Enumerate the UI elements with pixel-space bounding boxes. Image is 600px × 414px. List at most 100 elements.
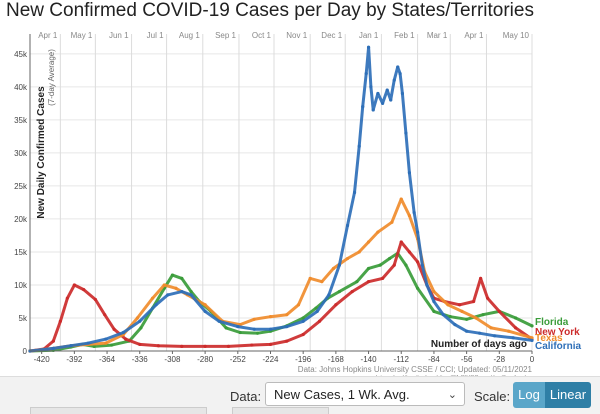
data-point — [460, 309, 464, 313]
chart-series — [28, 45, 534, 353]
data-point — [268, 327, 273, 331]
data-point — [481, 313, 485, 317]
data-point — [150, 296, 155, 300]
line-chart: 0 5k 10k 15k 20k 25k 30k 35k 40k 45k -420 -392 -364 -… — [14, 31, 582, 376]
data-point — [530, 336, 534, 340]
data-point — [65, 296, 69, 300]
data-point — [425, 283, 429, 287]
footer-tab-left[interactable] — [30, 407, 207, 414]
data-point — [124, 337, 128, 341]
series-label: California — [535, 341, 582, 352]
data-label: Data: — [230, 389, 262, 404]
month-label: Feb 1 — [394, 31, 415, 40]
x-tick-label: -56 — [461, 355, 473, 364]
data-point — [110, 343, 114, 347]
y-axis-subtitle: (7-day Average) — [47, 49, 56, 106]
data-point — [285, 324, 289, 329]
month-label: Mar 1 — [427, 31, 448, 40]
data-point — [432, 309, 436, 313]
data-point — [530, 338, 534, 343]
data-point — [398, 72, 402, 76]
footer-tab-right[interactable] — [232, 407, 329, 414]
data-point — [320, 280, 324, 284]
data-select-value: New Cases, 1 Wk. Avg. — [274, 387, 410, 402]
source-note: Data: Johns Hopkins University CSSE / CC… — [298, 365, 533, 374]
data-point — [285, 339, 289, 343]
data-point — [530, 324, 534, 328]
data-point — [252, 317, 256, 321]
data-point — [366, 240, 371, 244]
data-point — [420, 263, 424, 267]
x-tick-label: -168 — [328, 355, 345, 364]
data-select[interactable]: New Cases, 1 Wk. Avg. ⌄ — [265, 382, 465, 406]
data-point — [162, 283, 166, 287]
data-point — [331, 266, 336, 271]
data-point — [301, 332, 305, 337]
data-point — [51, 346, 55, 350]
data-point — [385, 88, 389, 92]
scale-log-button[interactable]: Log — [513, 382, 545, 408]
data-point — [407, 214, 412, 218]
data-point — [472, 299, 476, 304]
data-point — [301, 316, 305, 320]
series-line-new-york — [28, 240, 534, 353]
data-point — [389, 98, 393, 102]
data-point — [252, 327, 256, 331]
x-tick-label: -364 — [99, 355, 116, 364]
x-tick-label: -112 — [394, 355, 410, 364]
y-tick-label: 5k — [19, 314, 28, 323]
data-point — [112, 327, 116, 331]
data-point — [474, 316, 478, 320]
series-line-florida — [28, 251, 534, 353]
month-label: Apr 1 — [38, 31, 58, 40]
y-tick-label: 25k — [14, 182, 28, 191]
data-point — [226, 344, 231, 348]
data-point — [189, 289, 193, 294]
data-point — [378, 263, 382, 267]
data-point — [390, 220, 394, 224]
data-point — [514, 326, 518, 330]
data-point — [415, 230, 420, 234]
data-point — [392, 78, 396, 82]
data-point — [486, 296, 490, 300]
data-point — [317, 319, 322, 323]
series-label: New York — [535, 327, 580, 338]
data-point — [135, 316, 140, 320]
data-point — [180, 344, 184, 348]
y-tick-label: 15k — [14, 248, 28, 257]
data-point — [345, 256, 350, 261]
data-point — [72, 283, 76, 287]
data-point — [350, 289, 354, 294]
month-label: Jun 1 — [109, 31, 129, 40]
y-tick-label: 40k — [14, 83, 28, 92]
data-point — [404, 263, 408, 267]
data-point — [514, 316, 518, 320]
data-point — [380, 101, 385, 105]
data-point — [58, 319, 62, 323]
scale-label: Scale: — [474, 389, 511, 404]
data-point — [380, 276, 385, 280]
data-point — [180, 276, 184, 280]
data-point — [392, 263, 396, 267]
x-tick-label: -28 — [494, 355, 506, 364]
controls-bar: Data: New Cases, 1 Wk. Avg. ⌄ Scale: Log… — [0, 376, 600, 414]
data-point — [224, 326, 228, 330]
data-point — [345, 223, 350, 228]
credit-note: Interactive Visualization: https://91-DI… — [376, 375, 533, 376]
data-point — [256, 331, 260, 335]
data-point — [511, 336, 515, 340]
data-point — [203, 303, 207, 307]
data-point — [189, 293, 193, 297]
data-point — [366, 266, 371, 271]
data-point — [268, 315, 273, 319]
data-point — [166, 293, 170, 297]
scale-linear-button[interactable]: Linear — [545, 382, 591, 408]
data-point — [407, 171, 412, 175]
data-point — [477, 331, 482, 335]
data-point — [399, 240, 403, 244]
data-point — [121, 330, 125, 335]
data-point — [399, 197, 403, 201]
data-point — [203, 309, 207, 313]
data-point — [138, 342, 142, 346]
y-tick-label: 30k — [14, 149, 28, 158]
